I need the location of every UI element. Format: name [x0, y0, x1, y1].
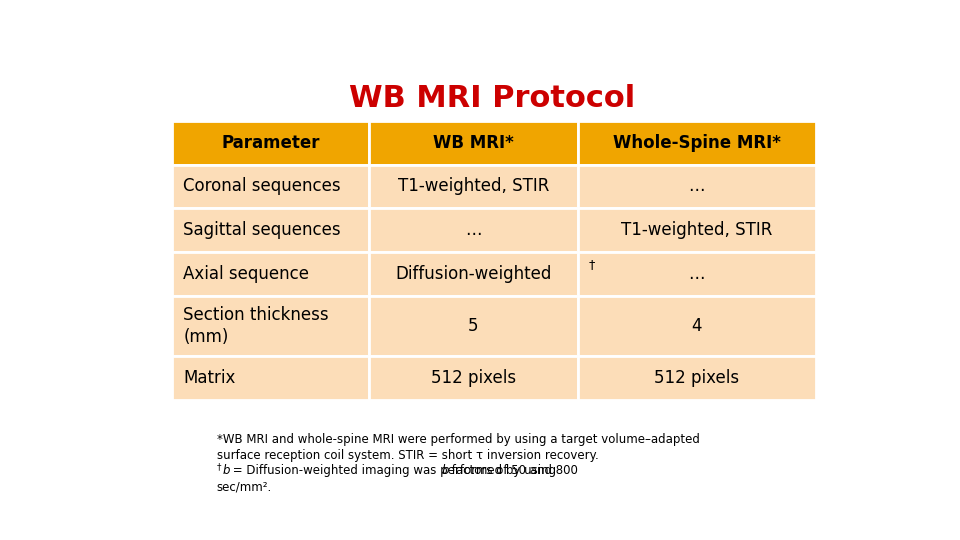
Bar [578, 295, 816, 356]
Text: …: … [466, 221, 482, 239]
Text: 5: 5 [468, 317, 479, 335]
Bar [172, 165, 370, 208]
Text: Diffusion-weighted: Diffusion-weighted [396, 265, 552, 283]
Bar [172, 252, 370, 295]
Bar [578, 252, 816, 295]
Text: …: … [688, 265, 705, 283]
Text: Axial sequence: Axial sequence [183, 265, 309, 283]
Text: 4: 4 [691, 317, 702, 335]
Text: T1-weighted, STIR: T1-weighted, STIR [621, 221, 772, 239]
Bar [172, 295, 370, 356]
Text: *WB MRI and whole-spine MRI were performed by using a target volume–adapted: *WB MRI and whole-spine MRI were perform… [217, 433, 700, 446]
Text: WB MRI*: WB MRI* [433, 134, 514, 152]
Bar [578, 356, 816, 400]
Bar [172, 356, 370, 400]
Bar [578, 165, 816, 208]
Bar [370, 121, 578, 165]
Text: factors of 50 and 800: factors of 50 and 800 [448, 464, 578, 477]
Text: Whole-Spine MRI*: Whole-Spine MRI* [612, 134, 780, 152]
Text: †: † [588, 258, 595, 271]
Text: Coronal sequences: Coronal sequences [183, 178, 341, 195]
Bar [370, 295, 578, 356]
Text: …: … [688, 178, 705, 195]
Text: T1-weighted, STIR: T1-weighted, STIR [397, 178, 549, 195]
Text: sec/mm².: sec/mm². [217, 480, 272, 493]
Text: Sagittal sequences: Sagittal sequences [183, 221, 341, 239]
Bar [370, 356, 578, 400]
Bar [370, 208, 578, 252]
Text: WB MRI Protocol: WB MRI Protocol [348, 84, 636, 112]
Bar [172, 208, 370, 252]
Bar [578, 121, 816, 165]
Bar [172, 121, 370, 165]
Text: Section thickness
(mm): Section thickness (mm) [183, 306, 329, 346]
Text: b: b [442, 464, 449, 477]
Text: Matrix: Matrix [183, 369, 235, 387]
Text: †: † [217, 462, 221, 471]
Text: 512 pixels: 512 pixels [654, 369, 739, 387]
Text: Parameter: Parameter [222, 134, 320, 152]
Bar [370, 165, 578, 208]
Text: 512 pixels: 512 pixels [431, 369, 516, 387]
Text: b: b [223, 464, 230, 477]
Bar [578, 208, 816, 252]
Bar [370, 252, 578, 295]
Text: surface reception coil system. STIR = short τ inversion recovery.: surface reception coil system. STIR = sh… [217, 449, 598, 462]
Text: = Diffusion-weighted imaging was performed by using: = Diffusion-weighted imaging was perform… [229, 464, 561, 477]
